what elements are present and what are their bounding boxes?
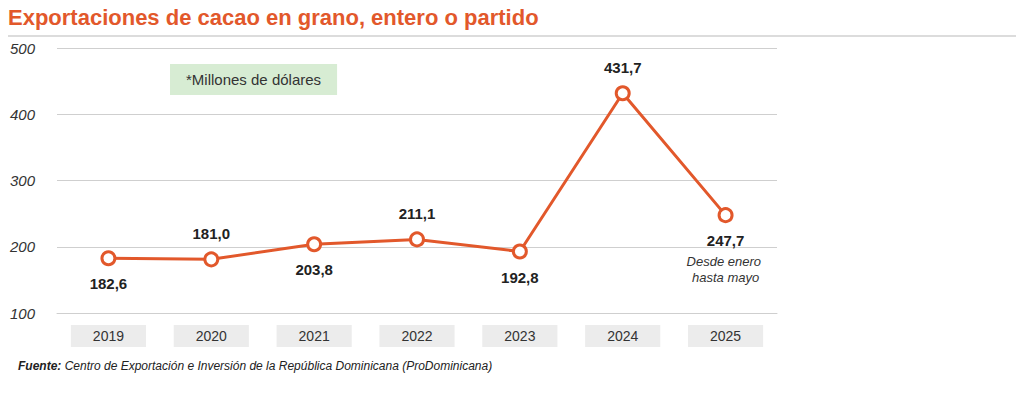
svg-text:2020: 2020 xyxy=(196,328,227,344)
svg-text:2023: 2023 xyxy=(504,328,535,344)
svg-text:Centro de Exportación e Invers: Centro de Exportación e Inversión de la … xyxy=(65,359,493,373)
svg-text:200: 200 xyxy=(9,238,36,255)
svg-text:2019: 2019 xyxy=(93,328,124,344)
svg-text:2025: 2025 xyxy=(710,328,741,344)
svg-text:431,7: 431,7 xyxy=(604,59,642,76)
svg-text:Fuente:: Fuente: xyxy=(18,359,61,373)
svg-text:*Millones de dólares: *Millones de dólares xyxy=(186,71,321,88)
svg-text:2024: 2024 xyxy=(607,328,638,344)
svg-text:2022: 2022 xyxy=(401,328,432,344)
svg-text:247,7: 247,7 xyxy=(707,232,745,249)
svg-text:Exportaciones de cacao en gran: Exportaciones de cacao en grano, entero … xyxy=(8,5,539,30)
svg-text:400: 400 xyxy=(10,106,36,123)
svg-text:211,1: 211,1 xyxy=(399,205,436,222)
svg-text:192,8: 192,8 xyxy=(501,269,539,286)
svg-text:181,0: 181,0 xyxy=(193,225,231,242)
svg-text:300: 300 xyxy=(10,172,36,189)
svg-text:500: 500 xyxy=(10,40,36,57)
svg-text:203,8: 203,8 xyxy=(295,261,333,278)
svg-text:hasta mayo: hasta mayo xyxy=(692,270,759,285)
svg-text:2021: 2021 xyxy=(299,328,330,344)
svg-text:Desde enero: Desde enero xyxy=(687,254,765,269)
svg-text:182,6: 182,6 xyxy=(90,275,128,292)
svg-text:100: 100 xyxy=(10,305,36,322)
